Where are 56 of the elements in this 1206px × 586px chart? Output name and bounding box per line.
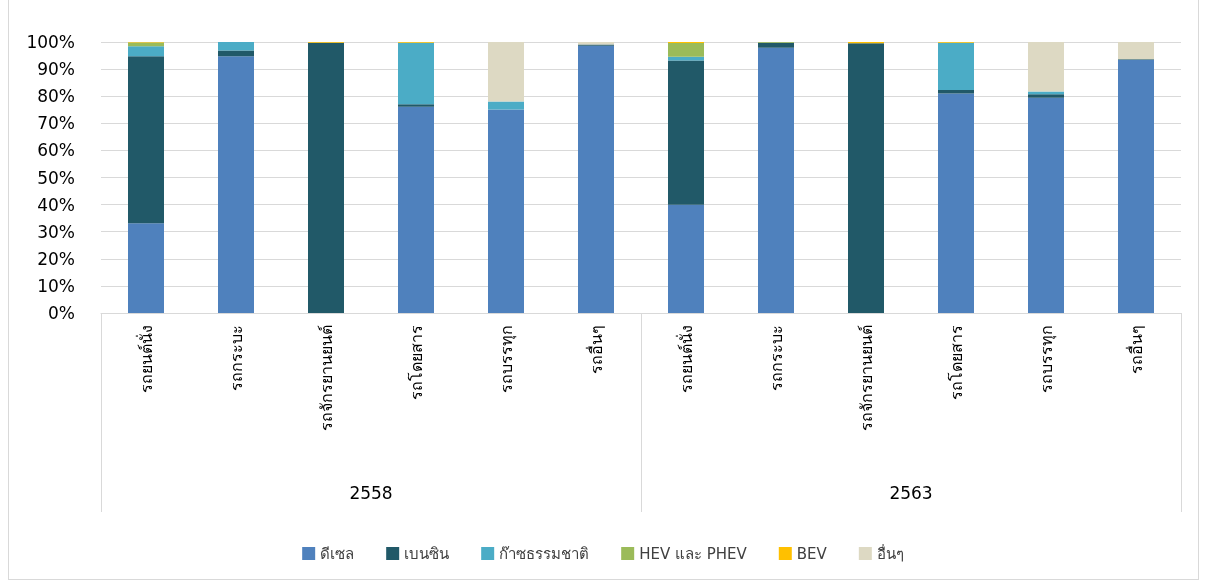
x-tick-label: รถบรรทุก bbox=[496, 325, 517, 393]
y-tick-label: 70% bbox=[37, 113, 75, 134]
x-tick-label: รถกระบะ bbox=[226, 325, 246, 391]
legend-label: BEV bbox=[796, 544, 828, 563]
bar bbox=[128, 56, 164, 224]
x-tick-label: รถโดยสาร bbox=[946, 325, 966, 400]
bar bbox=[1028, 97, 1064, 313]
legend-label: ดีเซล bbox=[320, 544, 355, 563]
bar bbox=[668, 204, 704, 313]
y-tick-label: 100% bbox=[26, 32, 75, 52]
bar bbox=[128, 46, 164, 57]
bar bbox=[668, 60, 704, 205]
bar bbox=[938, 93, 974, 313]
x-tick-label: รถกระบะ bbox=[766, 325, 786, 391]
x-tick-label: รถโดยสาร bbox=[406, 325, 426, 400]
bar bbox=[1118, 59, 1154, 313]
bar bbox=[1118, 42, 1154, 60]
x-tick-label: รถอื่นๆ bbox=[1124, 325, 1146, 374]
bar bbox=[938, 42, 974, 90]
x-tick-label: รถจักรยานยนต์ bbox=[316, 325, 336, 431]
bar bbox=[398, 104, 434, 107]
bar bbox=[218, 42, 254, 51]
text: 2563 bbox=[889, 482, 933, 503]
bar bbox=[758, 47, 794, 313]
legend-label: เบนซิน bbox=[404, 544, 450, 563]
bar bbox=[398, 106, 434, 313]
x-tick-label: รถยนต์นั่ง bbox=[134, 325, 156, 393]
bar bbox=[578, 45, 614, 313]
y-tick-label: 50% bbox=[37, 167, 75, 188]
x-tick-label: รถบรรทุก bbox=[1036, 325, 1057, 393]
bar bbox=[308, 42, 344, 313]
y-tick-label: 40% bbox=[37, 194, 75, 215]
legend-label: HEV และ PHEV bbox=[639, 544, 748, 563]
bar bbox=[488, 109, 524, 313]
bar bbox=[848, 43, 884, 313]
bar bbox=[668, 43, 704, 57]
y-tick-label: 30% bbox=[37, 221, 75, 242]
legend-label: ก๊าซธรรมชาติ bbox=[499, 544, 590, 563]
bar bbox=[218, 50, 254, 57]
y-tick-label: 80% bbox=[37, 86, 75, 107]
y-tick-label: 90% bbox=[37, 59, 75, 80]
bar bbox=[218, 56, 254, 313]
y-tick-label: 60% bbox=[37, 140, 75, 161]
bar bbox=[128, 223, 164, 313]
x-tick-label: รถจักรยานยนต์ bbox=[856, 325, 876, 431]
bar bbox=[488, 42, 524, 102]
x-tick-label: รถยนต์นั่ง bbox=[674, 325, 696, 393]
y-tick-label: 20% bbox=[37, 248, 75, 269]
legend-label: อื่นๆ bbox=[876, 542, 904, 563]
x-tick-label: รถอื่นๆ bbox=[584, 325, 606, 374]
text: 2558 bbox=[349, 482, 393, 503]
bar bbox=[398, 42, 434, 105]
bar bbox=[1028, 42, 1064, 92]
y-tick-label: 0% bbox=[48, 303, 75, 323]
y-tick-label: 10% bbox=[37, 275, 75, 296]
bar bbox=[758, 42, 794, 48]
